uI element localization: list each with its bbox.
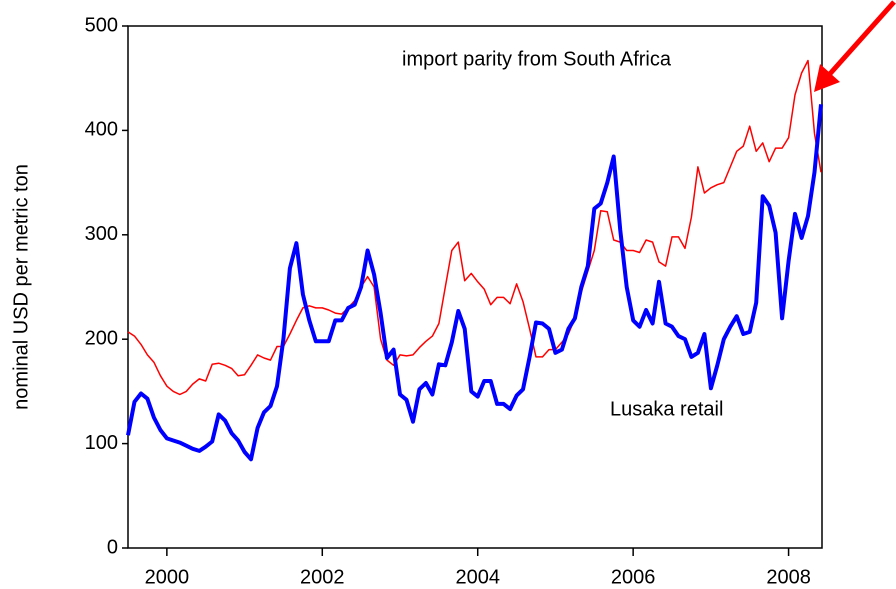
y-tick-label: 500	[85, 14, 118, 36]
arrow-head	[814, 64, 840, 92]
arrow	[814, 0, 896, 92]
series-line	[127, 59, 822, 396]
y-tick-label: 300	[85, 223, 118, 245]
x-tick-label: 2006	[611, 566, 656, 588]
x-tick-label: 2004	[455, 566, 500, 588]
x-tick-label: 2008	[766, 566, 811, 588]
arrow-shaft	[826, 0, 896, 78]
x-tick-label: 2002	[300, 566, 345, 588]
annotation: Lusaka retail	[610, 398, 723, 420]
series-line	[126, 104, 823, 462]
plot-frame	[127, 25, 823, 549]
y-axis-label: nominal USD per metric ton	[10, 164, 32, 410]
y-tick-label: 0	[107, 536, 118, 558]
x-tick-label: 2000	[145, 566, 190, 588]
annotation: import parity from South Africa	[402, 48, 672, 70]
y-tick-label: 100	[85, 432, 118, 454]
y-tick-label: 400	[85, 119, 118, 141]
y-tick-label: 200	[85, 327, 118, 349]
